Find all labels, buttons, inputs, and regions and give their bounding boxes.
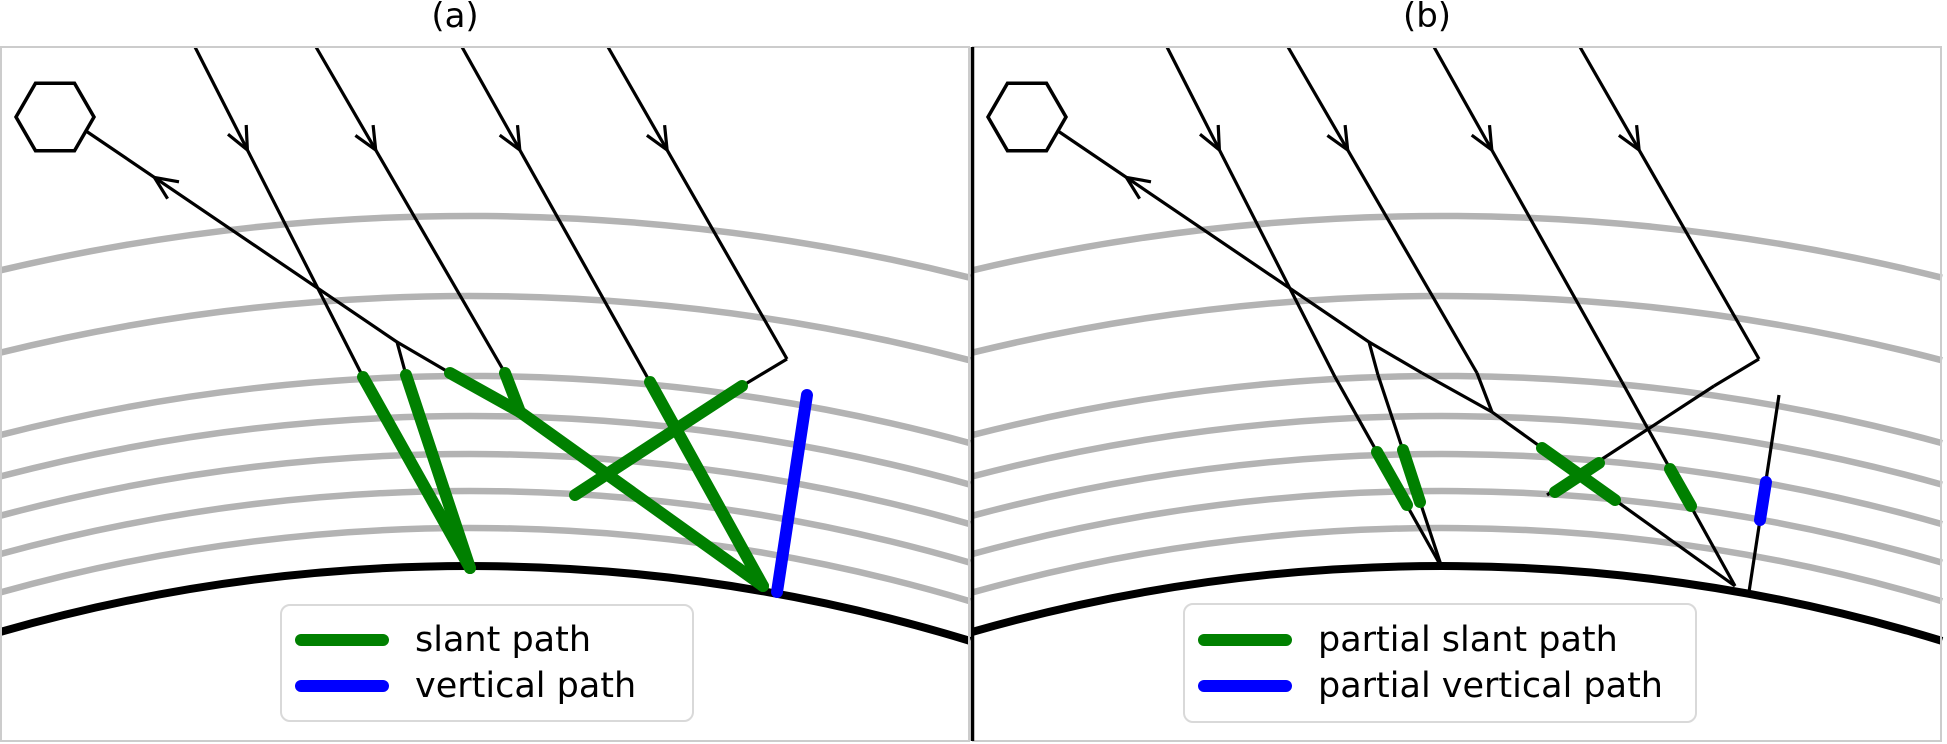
panel-b [970, 46, 1944, 645]
down-arrow-icon [498, 124, 522, 154]
earth-surface [970, 562, 1944, 645]
partial-vertical-path-swatch [1198, 679, 1292, 692]
gnss-ray [1165, 46, 1337, 378]
atmosphere-layer-arc [0, 487, 971, 566]
slant-path-line [514, 406, 769, 592]
gnss-ray [1286, 46, 1479, 374]
down-arrow-icon [645, 124, 670, 154]
legend-item-vertical-path: vertical path [295, 665, 692, 706]
partial-vertical-path-label: partial vertical path [1318, 665, 1663, 706]
partial-slant-path-line [1397, 444, 1426, 508]
atmosphere-layer-arc [971, 412, 1943, 488]
atmosphere-layer-arc [971, 450, 1943, 528]
slant-path-label: slant path [415, 619, 592, 660]
atmosphere-layer-arc [0, 372, 971, 447]
atmosphere-layer-arc [971, 487, 1943, 566]
receiver-hexagon-icon [985, 81, 1069, 153]
panel-a-title: (a) [431, 0, 479, 36]
slant-path-line [400, 369, 476, 574]
atmosphere-layer-arc [971, 292, 1943, 364]
partial-slant-path-line [1549, 457, 1605, 498]
partial-slant-path-swatch [1198, 634, 1292, 647]
earth-surface [0, 562, 972, 645]
atmosphere-layer-arc [971, 212, 1943, 281]
up-arrow-icon [1123, 175, 1152, 200]
down-arrow-icon [1198, 124, 1222, 154]
receiver-hexagon-icon [13, 81, 97, 153]
slant-path-line [499, 367, 526, 418]
slant-path-line [444, 367, 526, 418]
vertical-path-line [771, 389, 813, 598]
slant-path-line [644, 376, 769, 592]
down-arrow-icon [1326, 124, 1350, 154]
legend-item-partial-vertical-path: partial vertical path [1198, 665, 1695, 706]
reflected-ray-to-receiver [85, 129, 408, 376]
atmosphere-layer-arc [0, 524, 971, 605]
down-arrow-icon [226, 124, 250, 154]
down-arrow-icon [1617, 124, 1642, 154]
partial-slant-path-line [1664, 463, 1697, 512]
slant-path-line [569, 380, 748, 501]
reflected-ray-branch [396, 340, 451, 375]
partial-vertical-path-line [1754, 476, 1772, 526]
down-arrow-icon [354, 124, 378, 154]
legend-item-slant-path: slant path [295, 619, 692, 660]
gnss-ray [314, 46, 507, 374]
down-arrow-icon [1470, 124, 1494, 154]
panel-b-legend: partial slant path partial vertical path [1183, 603, 1697, 723]
atmosphere-layer-arc [971, 372, 1943, 447]
gnss-ray [193, 46, 365, 378]
partial-slant-path-label: partial slant path [1318, 619, 1618, 660]
reflected-ray-branch [1368, 340, 1423, 375]
panel-a-legend: slant path vertical path [280, 604, 694, 722]
atmosphere-layer-arc [0, 450, 971, 528]
panel-border [0, 46, 970, 742]
up-arrow-icon [151, 175, 180, 200]
gnss-ray [1432, 46, 1624, 383]
ray-path-line [1421, 371, 1493, 414]
atmosphere-layer-arc [0, 292, 971, 364]
reflected-ray-to-receiver [1057, 129, 1380, 376]
legend-item-partial-slant-path: partial slant path [1198, 619, 1695, 660]
atmosphere-layer-arc [0, 212, 971, 281]
ray-path-line [1475, 372, 1494, 413]
refracted-ray-bend [1713, 357, 1760, 388]
atmosphere-layer-arc [0, 412, 971, 488]
panel-a [0, 46, 972, 645]
gnss-ray [460, 46, 652, 383]
partial-slant-path-line [1371, 446, 1413, 511]
panel-b-title: (b) [1402, 0, 1452, 36]
vertical-path-label: vertical path [415, 665, 637, 706]
gnss-ray [1578, 46, 1761, 360]
slant-path-swatch [295, 634, 389, 647]
slant-path-line [357, 371, 476, 574]
atmosphere-layer-arc [971, 524, 1943, 605]
refracted-ray-bend [741, 357, 788, 388]
vertical-path-swatch [295, 679, 389, 692]
gnss-ray [606, 46, 789, 360]
